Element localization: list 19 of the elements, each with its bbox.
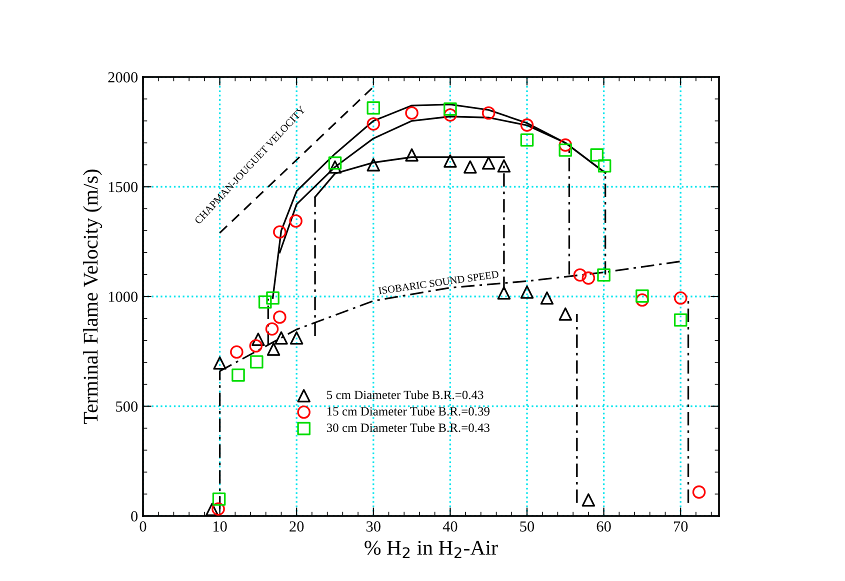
x-tick-label: 10 [214, 521, 227, 532]
x-tick-label: 50 [520, 521, 534, 532]
y-tick-label: 2000 [108, 72, 138, 82]
x-tick-label: 40 [442, 521, 458, 532]
x-tick-label: 20 [290, 521, 304, 532]
x-tick-label: 70 [674, 521, 688, 532]
x-tick-label: 30 [366, 521, 380, 532]
x-tick-label: 0 [140, 521, 146, 532]
y-tick-label: 1500 [108, 182, 138, 192]
y-axis-title: Terminal Flame Velocity (m/s) [83, 170, 102, 424]
legend-label: 30 cm Diameter Tube B.R.=0.43 [326, 423, 490, 432]
x-tick-label: 60 [596, 521, 611, 532]
annotation: ISOBARIC SOUND SPEED [378, 270, 499, 294]
legend-label: 15 cm Diameter Tube B.R.=0.39 [327, 406, 490, 416]
y-tick-label: 500 [116, 401, 138, 412]
legend-label: 5 cm Diameter Tube B.R.=0.43 [327, 390, 484, 400]
x-axis-title: % H$_{2}$ in H$_{2}$-Air [364, 540, 498, 558]
y-tick-label: 0 [131, 511, 138, 522]
y-tick-label: 1000 [108, 292, 138, 302]
